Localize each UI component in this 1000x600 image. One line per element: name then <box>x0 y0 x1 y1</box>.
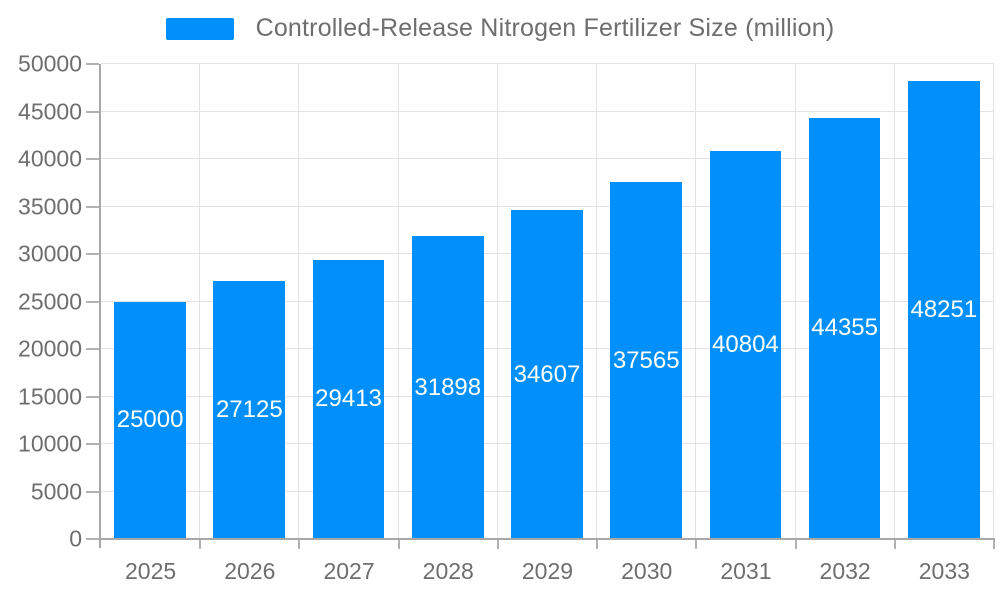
y-axis-label: 30000 <box>18 240 82 267</box>
x-axis-tick <box>397 540 400 549</box>
y-axis-label: 35000 <box>18 193 82 219</box>
bar-2033[interactable]: 48251 <box>908 80 980 539</box>
bar-2028[interactable]: 31898 <box>411 235 484 539</box>
legend-label: Controlled-Release Nitrogen Fertilizer S… <box>255 14 835 42</box>
x-axis-tick <box>993 540 995 549</box>
gridline-horizontal <box>101 158 994 159</box>
x-axis-tick <box>893 540 896 549</box>
x-axis-tick <box>298 540 301 549</box>
x-axis-tick <box>695 540 698 549</box>
x-axis-tick <box>199 540 202 549</box>
y-axis-label: 25000 <box>18 288 82 314</box>
y-axis-tick <box>86 443 99 445</box>
y-axis-tick <box>86 395 99 398</box>
category-cells: 25000 27125 29413 31898 34607 37565 40804 44355… <box>101 64 994 539</box>
bar-2030[interactable]: 37565 <box>610 182 683 539</box>
legend-marker-swatch <box>165 17 234 40</box>
x-axis-label: 2027 <box>323 558 375 584</box>
y-axis-tick <box>86 158 99 160</box>
x-axis-labels: 2025 2026 2027 2028 2029 2030 2031 2032 2033 <box>101 558 994 585</box>
y-axis-label: 0 <box>69 525 82 552</box>
bar-value-label: 25000 <box>116 406 184 434</box>
y-axis-tick <box>86 538 99 540</box>
y-axis-label: 40000 <box>18 145 82 172</box>
bar-value-label: 34607 <box>513 360 581 388</box>
x-axis-label: 2031 <box>720 558 772 584</box>
bar-value-label: 44355 <box>811 314 878 342</box>
x-axis-label: 2025 <box>125 558 177 584</box>
category-cell: 40804 <box>696 64 796 539</box>
x-axis-label: 2026 <box>224 558 276 584</box>
bar-value-label: 37565 <box>612 346 680 374</box>
x-axis-tick <box>596 540 599 549</box>
bar-2029[interactable]: 34607 <box>511 210 583 539</box>
category-cell: 25000 <box>101 64 201 539</box>
category-cell: 44355 <box>796 64 895 539</box>
x-axis-label: 2029 <box>521 558 574 584</box>
y-axis-tick <box>86 348 99 350</box>
y-axis-tick <box>86 205 99 208</box>
bar-value-label: 31898 <box>414 373 482 401</box>
bar-2026[interactable]: 27125 <box>213 281 286 539</box>
x-axis-label: 2028 <box>422 558 474 584</box>
x-axis-tick <box>496 540 499 549</box>
y-axis-label: 45000 <box>18 98 82 124</box>
gridline-horizontal <box>101 110 994 112</box>
y-axis-line <box>99 64 101 548</box>
plot-area: 25000 27125 29413 31898 34607 37565 40804 44355… <box>101 63 994 539</box>
category-cell: 27125 <box>200 64 300 539</box>
gridline-horizontal <box>101 205 994 207</box>
y-axis-tick <box>86 110 99 113</box>
category-cell: 37565 <box>597 64 697 539</box>
y-axis-tick <box>86 490 99 493</box>
category-cell: 31898 <box>399 64 498 539</box>
y-axis-label: 20000 <box>18 335 82 362</box>
gridline-horizontal <box>101 63 994 64</box>
category-cell: 48251 <box>895 64 994 539</box>
x-axis-label: 2032 <box>819 558 871 584</box>
y-axis-label: 5000 <box>30 478 82 504</box>
legend-item[interactable]: Controlled-Release Nitrogen Fertilizer S… <box>165 14 835 43</box>
bar-value-label: 27125 <box>215 396 283 424</box>
y-axis-label: 10000 <box>18 430 82 457</box>
bar-2027[interactable]: 29413 <box>312 259 385 539</box>
y-axis-tick <box>86 300 99 303</box>
bar-value-label: 40804 <box>712 331 779 359</box>
category-cell: 29413 <box>299 64 399 539</box>
x-axis-tick <box>794 540 797 549</box>
category-cell: 34607 <box>498 64 598 539</box>
x-axis-line <box>99 538 995 540</box>
legend: Controlled-Release Nitrogen Fertilizer S… <box>0 14 1000 43</box>
y-axis-tick <box>86 63 99 65</box>
bar-value-label: 29413 <box>315 385 382 413</box>
x-axis-label: 2033 <box>918 558 970 584</box>
y-axis-label: 50000 <box>18 50 82 77</box>
bar-2032[interactable]: 44355 <box>808 117 881 539</box>
bar-value-label: 48251 <box>910 295 978 323</box>
bar-2031[interactable]: 40804 <box>709 151 782 539</box>
y-axis-tick <box>86 253 99 255</box>
y-axis-labels: 0 5000 10000 15000 20000 25000 30000 35000 40000… <box>0 51 82 552</box>
x-axis-label: 2030 <box>621 558 673 584</box>
y-axis-label: 15000 <box>18 383 82 409</box>
bar-2025[interactable]: 25000 <box>114 301 186 539</box>
